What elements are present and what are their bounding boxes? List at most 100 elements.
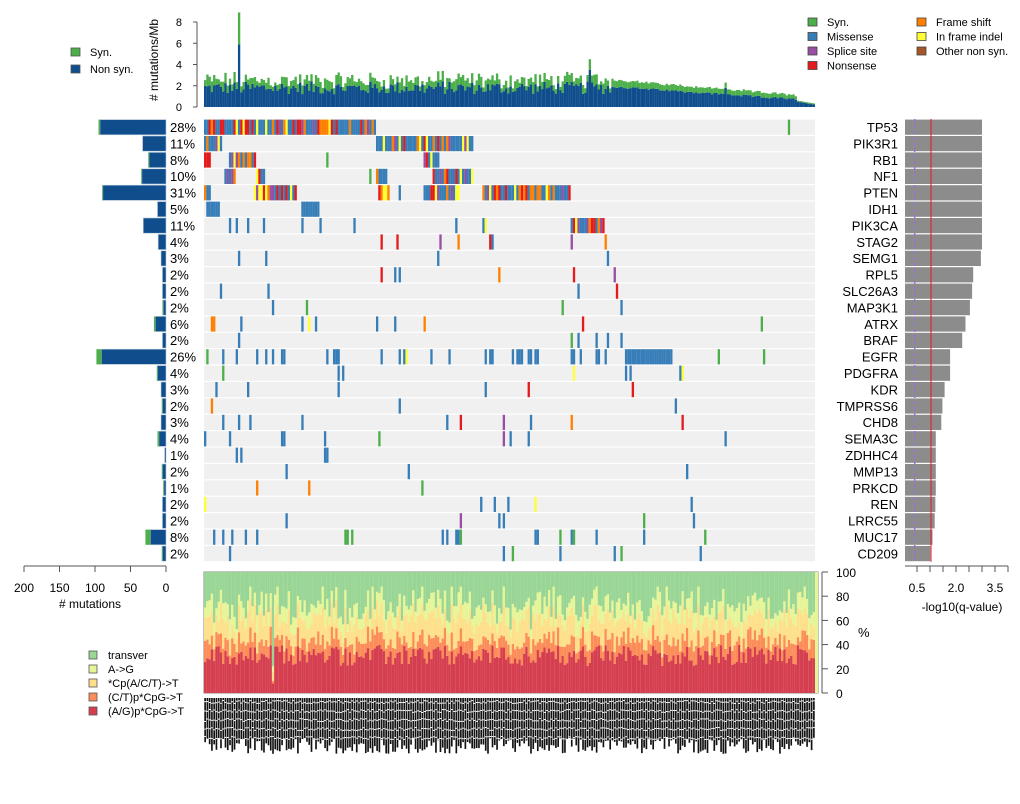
sample-id-label-gap	[464, 709, 467, 711]
sample-id-label-gap	[557, 710, 559, 712]
mutation-cell	[206, 201, 209, 217]
mutation-cell	[532, 185, 535, 201]
sample-id-label	[211, 698, 213, 751]
spectrum-bar-ct_cpg_to_t	[765, 647, 768, 664]
rate-bar-syn	[633, 81, 637, 88]
rate-bar-nonsyn	[357, 85, 361, 107]
mutation-cell	[235, 119, 238, 135]
sample-id-label-gap	[260, 737, 263, 739]
sample-id-label-gap	[607, 710, 609, 712]
sample-id-label-gap	[213, 709, 216, 711]
rate-bar-nonsyn	[237, 44, 241, 107]
sample-id-label-gap	[634, 738, 636, 740]
spectrum-bar-transver	[602, 572, 605, 612]
spectrum-bar-cpacgt_to_t	[428, 612, 431, 635]
spectrum-y-label: %	[858, 625, 870, 640]
spectrum-bar-ag_cpg_to_t	[622, 645, 625, 693]
sample-id-label-gap	[552, 709, 555, 711]
mutation-cell	[425, 185, 429, 201]
sample-id-label-gap	[704, 738, 707, 740]
y-tick-label: 40	[836, 639, 850, 653]
sample-id-label	[530, 698, 532, 754]
sample-id-label-gap	[792, 728, 795, 730]
sample-id-label-gap	[749, 710, 752, 712]
mutation-cell	[235, 447, 238, 463]
spectrum-bar-cpacgt_to_t	[511, 617, 515, 644]
rate-bar-nonsyn	[443, 93, 447, 107]
mutation-cell	[570, 332, 573, 348]
spectrum-bar-ct_cpg_to_t	[731, 650, 734, 665]
mutation-cell	[337, 382, 340, 398]
sample-id-label-gap	[532, 700, 535, 702]
gene-percent-label: 1%	[170, 448, 189, 463]
rate-bar-syn	[672, 84, 675, 91]
sample-id-label-gap	[288, 711, 290, 713]
rate-bar-syn	[722, 88, 725, 94]
sample-id-label-gap	[607, 702, 609, 704]
sample-id-label-gap	[729, 700, 731, 702]
mutation-cell	[493, 496, 496, 512]
sample-id-label-gap	[654, 719, 657, 721]
sample-id-label-gap	[756, 700, 759, 702]
sample-id-label-gap	[317, 702, 320, 704]
q-value-bar	[905, 546, 931, 562]
spectrum-bar-transver	[332, 572, 336, 608]
spectrum-bar-ct_cpg_to_t	[509, 654, 512, 664]
sample-id-label-gap	[751, 701, 754, 703]
sample-id-label	[629, 698, 632, 745]
sample-id-label	[265, 698, 268, 744]
spectrum-bar-transver	[704, 572, 707, 607]
sample-id-label-gap	[215, 720, 218, 722]
sample-id-label	[455, 698, 458, 754]
spectrum-bar-ct_cpg_to_t	[362, 643, 365, 658]
mutation-cell	[269, 119, 272, 135]
spectrum-bar-ct_cpg_to_t	[326, 641, 329, 660]
sample-id-label	[722, 698, 725, 754]
mutation-cell	[595, 349, 598, 365]
gene-percent-label: 4%	[170, 235, 189, 250]
mutation-cell	[294, 119, 297, 135]
spectrum-bar-ct_cpg_to_t	[547, 631, 551, 649]
sample-id-label-gap	[392, 701, 394, 703]
spectrum-bar-a_to_g	[385, 619, 388, 634]
spectrum-bar-ag_cpg_to_t	[285, 648, 288, 693]
sample-id-label-gap	[629, 709, 632, 711]
spectrum-bar-a_to_g	[520, 610, 524, 618]
spectrum-bar-ag_cpg_to_t	[271, 683, 275, 693]
spectrum-bar-ag_cpg_to_t	[326, 659, 329, 693]
rate-bar-syn	[342, 87, 345, 91]
sample-id-label-gap	[378, 737, 381, 739]
sample-id-label-gap	[405, 701, 408, 703]
spectrum-bar-transver	[801, 572, 804, 598]
mutation-cell	[534, 185, 537, 201]
sample-id-label-gap	[303, 727, 306, 729]
q-value-bar	[905, 136, 982, 152]
mutation-cell	[405, 349, 408, 365]
sample-id-label-gap	[713, 702, 716, 704]
sample-id-label-gap	[638, 709, 641, 711]
rate-bar-syn	[348, 78, 352, 86]
spectrum-bar-ct_cpg_to_t	[536, 642, 539, 650]
spectrum-bar-transver	[783, 572, 786, 602]
spectrum-bar-ct_cpg_to_t	[328, 645, 331, 656]
mutation-cell	[213, 119, 216, 135]
sample-id-label-gap	[254, 711, 256, 713]
spectrum-bar-ct_cpg_to_t	[679, 651, 682, 664]
spectrum-bar-transver	[706, 572, 709, 603]
sample-id-label-gap	[491, 701, 494, 703]
spectrum-bar-transver	[701, 572, 705, 616]
mutation-cell	[484, 185, 487, 201]
sample-id-label-gap	[779, 738, 781, 740]
rate-bar-syn	[244, 74, 248, 82]
mutation-cell	[572, 218, 576, 234]
spectrum-bar-ct_cpg_to_t	[319, 644, 322, 654]
sample-id-label-gap	[733, 711, 736, 713]
mutation-cell	[271, 185, 275, 201]
rate-bar-syn	[222, 81, 225, 92]
sample-id-label-gap	[364, 700, 367, 702]
sample-id-label-gap	[541, 728, 544, 730]
spectrum-bar-transver	[722, 572, 725, 590]
spectrum-bar-transver	[364, 572, 367, 607]
mutation-cell	[423, 316, 426, 332]
mutation-cell	[434, 136, 438, 152]
